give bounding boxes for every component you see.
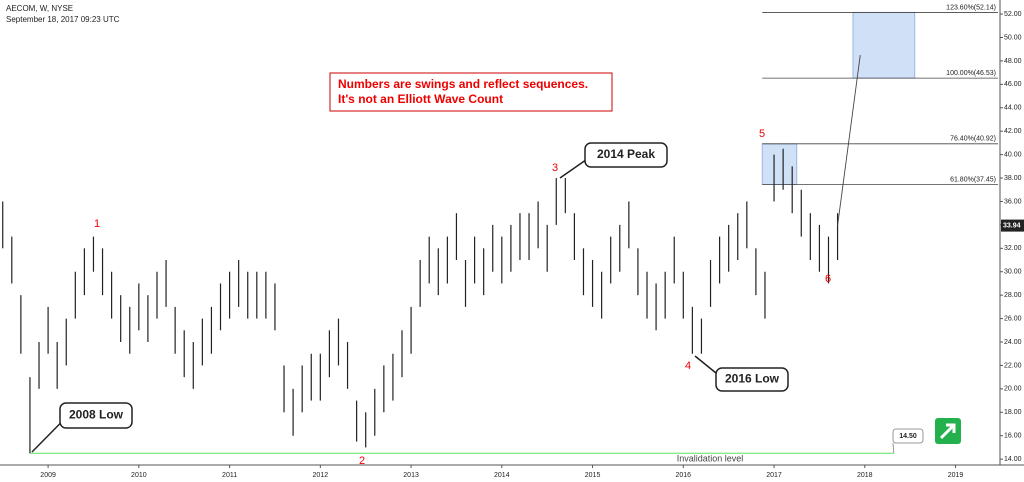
y-tick-label: 18.00 <box>1004 409 1022 416</box>
note-line: It's not an Elliott Wave Count <box>338 92 503 106</box>
invalidation-tag <box>892 428 924 444</box>
invalidation-pointer <box>892 442 895 454</box>
callout-text: 2008 Low <box>69 408 124 422</box>
callout-box <box>584 142 668 168</box>
y-tick-label: 30.00 <box>1004 269 1022 276</box>
projection-line <box>837 54 861 226</box>
swing-label: 4 <box>685 360 691 372</box>
x-tick-label: 2011 <box>222 472 237 479</box>
y-tick-label: 24.00 <box>1004 339 1022 346</box>
y-tick-label: 50.00 <box>1004 34 1022 41</box>
last-price-tag <box>1001 219 1024 232</box>
callout-box <box>715 367 789 392</box>
button-icon[interactable] <box>939 423 956 440</box>
swing-label: 6 <box>825 273 831 285</box>
x-tick-label: 2013 <box>403 472 419 479</box>
y-tick-label: 46.00 <box>1004 81 1022 88</box>
chart-subtitle: September 18, 2017 09:23 UTC <box>6 15 120 24</box>
x-tick-label: 2019 <box>948 472 964 479</box>
y-tick-label: 40.00 <box>1004 151 1022 158</box>
y-tick-label: 44.00 <box>1004 105 1022 112</box>
action-button[interactable] <box>935 418 961 444</box>
x-tick-label: 2014 <box>494 472 510 479</box>
fib-label: 76.40%(40.92) <box>950 136 996 143</box>
note-box <box>329 72 613 112</box>
y-tick-label: 32.00 <box>1004 245 1022 252</box>
x-tick-label: 2016 <box>676 472 692 479</box>
swing-label: 5 <box>759 128 765 140</box>
callout-box <box>59 402 133 429</box>
fib-label: 123.60%(52.14) <box>946 4 996 11</box>
y-tick-label: 26.00 <box>1004 315 1022 322</box>
y-tick-label: 42.00 <box>1004 128 1022 135</box>
swing-label: 1 <box>94 218 100 230</box>
x-tick-label: 2018 <box>857 472 873 479</box>
x-tick-label: 2012 <box>313 472 329 479</box>
reaction-zone <box>761 143 798 185</box>
chart-title: AECOM, W, NYSE <box>6 4 73 13</box>
callout-text: 2014 Peak <box>597 147 655 161</box>
callout-text: 2016 Low <box>725 372 780 386</box>
x-tick-label: 2015 <box>585 472 601 479</box>
y-tick-label: 14.00 <box>1004 456 1022 463</box>
invalidation-text: Invalidation level <box>677 454 744 464</box>
y-tick-label: 38.00 <box>1004 175 1022 182</box>
fib-label: 100.00%(46.53) <box>946 70 996 77</box>
x-tick-label: 2017 <box>766 472 782 479</box>
y-tick-label: 52.00 <box>1004 11 1022 18</box>
x-tick-label: 2009 <box>40 472 56 479</box>
y-tick-label: 48.00 <box>1004 58 1022 65</box>
fib-label: 61.80%(37.45) <box>950 176 996 183</box>
last-price-label: 33.94 <box>1003 222 1021 229</box>
target-zone <box>852 11 916 79</box>
y-tick-label: 20.00 <box>1004 386 1022 393</box>
invalidation-label: 14.50 <box>899 433 917 440</box>
y-tick-label: 22.00 <box>1004 362 1022 369</box>
y-tick-label: 16.00 <box>1004 433 1022 440</box>
y-tick-label: 36.00 <box>1004 198 1022 205</box>
y-tick-label: 28.00 <box>1004 292 1022 299</box>
x-tick-label: 2010 <box>131 472 147 479</box>
swing-label: 3 <box>552 162 558 174</box>
swing-label: 2 <box>359 455 365 467</box>
note-line: Numbers are swings and reflect sequences… <box>338 77 588 91</box>
